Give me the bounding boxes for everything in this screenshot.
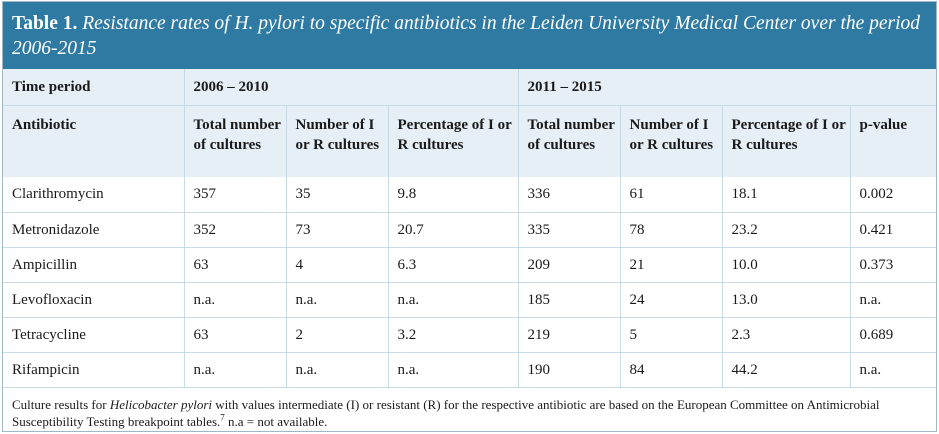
footnote-text-1: Culture results for xyxy=(12,397,110,412)
p1-number-cell: 73 xyxy=(285,211,388,247)
p2-total-cell: 190 xyxy=(517,351,621,387)
caption-text: Resistance rates of H. pylori to specifi… xyxy=(12,13,921,59)
p2-number-cell: 21 xyxy=(619,246,723,282)
period-2-header: 2011 – 2015 xyxy=(517,69,937,105)
antibiotic-header: Antibiotic xyxy=(3,104,184,177)
p1-total-cell: 63 xyxy=(183,246,286,282)
p1-percentage-header: Percentage of I or R cultures xyxy=(387,104,519,177)
caption-label: Table 1. xyxy=(12,13,78,34)
p2-total-cell: 336 xyxy=(517,177,621,212)
p2-number-cell: 61 xyxy=(619,177,723,212)
table-row: Ampicillin 63 4 6.3 209 21 10.0 0.373 xyxy=(3,246,937,282)
antibiotic-name: Ampicillin xyxy=(3,246,184,282)
p2-percentage-cell: 13.0 xyxy=(721,281,851,317)
p-value-cell: 0.421 xyxy=(849,211,937,247)
p2-total-cell: 335 xyxy=(517,211,621,247)
p2-number-cell: 84 xyxy=(619,351,723,387)
p-value-cell: 0.373 xyxy=(849,246,937,282)
p2-percentage-cell: 18.1 xyxy=(721,177,851,212)
p2-percentage-cell: 44.2 xyxy=(721,351,851,387)
p1-number-cell: 2 xyxy=(285,316,388,352)
p2-total-header: Total number of cultures xyxy=(517,104,621,177)
column-header-row: Antibiotic Total number of cultures Numb… xyxy=(3,104,937,177)
p1-total-cell: n.a. xyxy=(183,351,286,387)
time-period-label: Time period xyxy=(3,69,184,105)
p1-percentage-cell: 20.7 xyxy=(387,211,519,247)
p2-total-cell: 185 xyxy=(517,281,621,317)
p2-number-cell: 78 xyxy=(619,211,723,247)
p2-total-cell: 209 xyxy=(517,246,621,282)
p1-total-cell: n.a. xyxy=(183,281,286,317)
table-row: Rifampicin n.a. n.a. n.a. 190 84 44.2 n.… xyxy=(3,351,937,387)
p-value-cell: 0.689 xyxy=(849,316,937,352)
p-value-header: p-value xyxy=(849,104,937,177)
table-footnote: Culture results for Helicobacter pylori … xyxy=(3,387,936,430)
antibiotic-name: Tetracycline xyxy=(3,316,184,352)
p1-number-cell: n.a. xyxy=(285,281,388,317)
p2-percentage-cell: 10.0 xyxy=(721,246,851,282)
p1-total-cell: 357 xyxy=(183,177,286,212)
footnote-reference: 7 xyxy=(220,412,225,423)
p2-total-cell: 219 xyxy=(517,316,621,352)
p1-percentage-cell: 3.2 xyxy=(387,316,519,352)
p1-percentage-cell: n.a. xyxy=(387,351,519,387)
p1-total-cell: 352 xyxy=(183,211,286,247)
p2-number-cell: 24 xyxy=(619,281,723,317)
p1-total-header: Total number of cultures xyxy=(183,104,286,177)
p1-total-cell: 63 xyxy=(183,316,286,352)
p1-percentage-cell: 9.8 xyxy=(387,177,519,212)
footnote-organism: Helicobacter pylori xyxy=(109,397,213,412)
p-value-cell: n.a. xyxy=(849,281,937,317)
p2-number-header: Number of I or R cultures xyxy=(619,104,723,177)
table-row: Metronidazole 352 73 20.7 335 78 23.2 0.… xyxy=(3,211,937,247)
period-1-header: 2006 – 2010 xyxy=(183,69,519,105)
p1-number-header: Number of I or R cultures xyxy=(285,104,388,177)
footnote-text-2: with values intermediate (I) or resistan… xyxy=(12,397,880,429)
footnote-text-3: n.a = not available. xyxy=(224,414,328,429)
resistance-table: Time period 2006 – 2010 2011 – 2015 Anti… xyxy=(3,69,937,387)
p2-percentage-cell: 2.3 xyxy=(721,316,851,352)
p1-number-cell: 4 xyxy=(285,246,388,282)
time-period-row: Time period 2006 – 2010 2011 – 2015 xyxy=(3,69,937,105)
p-value-cell: n.a. xyxy=(849,351,937,387)
p1-percentage-cell: n.a. xyxy=(387,281,519,317)
p1-number-cell: n.a. xyxy=(285,351,388,387)
antibiotic-name: Rifampicin xyxy=(3,351,184,387)
table-row: Tetracycline 63 2 3.2 219 5 2.3 0.689 xyxy=(3,316,937,352)
table-caption: Table 1. Resistance rates of H. pylori t… xyxy=(3,2,936,69)
p2-percentage-cell: 23.2 xyxy=(721,211,851,247)
antibiotic-name: Levofloxacin xyxy=(3,281,184,317)
p2-percentage-header: Percentage of I or R cultures xyxy=(721,104,851,177)
antibiotic-name: Metronidazole xyxy=(3,211,184,247)
p-value-cell: 0.002 xyxy=(849,177,937,212)
table-row: Levofloxacin n.a. n.a. n.a. 185 24 13.0 … xyxy=(3,281,937,317)
p1-percentage-cell: 6.3 xyxy=(387,246,519,282)
p1-number-cell: 35 xyxy=(285,177,388,212)
antibiotic-name: Clarithromycin xyxy=(3,177,184,212)
p2-number-cell: 5 xyxy=(619,316,723,352)
table-row: Clarithromycin 357 35 9.8 336 61 18.1 0.… xyxy=(3,177,937,212)
